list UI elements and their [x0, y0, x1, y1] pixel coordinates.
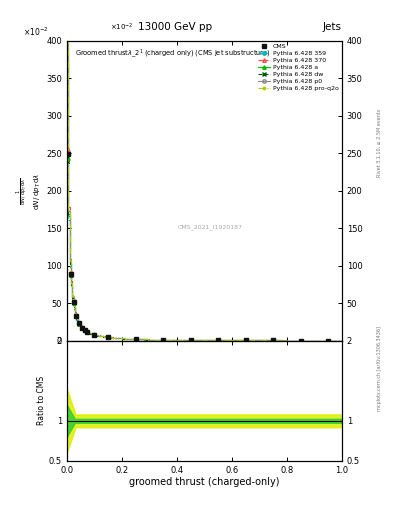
- Text: mcplots.cern.ch [arXiv:1306.3436]: mcplots.cern.ch [arXiv:1306.3436]: [377, 326, 382, 411]
- Y-axis label: Ratio to CMS: Ratio to CMS: [37, 376, 46, 425]
- Text: $\times 10^{-2}$: $\times 10^{-2}$: [110, 22, 134, 33]
- Legend: CMS, Pythia 6.428 359, Pythia 6.428 370, Pythia 6.428 a, Pythia 6.428 dw, Pythia: CMS, Pythia 6.428 359, Pythia 6.428 370,…: [257, 43, 340, 92]
- Text: Jets: Jets: [323, 22, 342, 32]
- Text: $\times 10^{-2}$: $\times 10^{-2}$: [23, 26, 48, 38]
- Text: 13000 GeV pp: 13000 GeV pp: [138, 22, 212, 32]
- X-axis label: groomed thrust (charged-only): groomed thrust (charged-only): [129, 477, 279, 487]
- Text: CMS_2021_I1920187: CMS_2021_I1920187: [177, 224, 242, 230]
- Text: Groomed thrust$\lambda\_2^1$ (charged only) (CMS jet substructure): Groomed thrust$\lambda\_2^1$ (charged on…: [75, 47, 271, 60]
- Text: Rivet 3.1.10, ≥ 2.5M events: Rivet 3.1.10, ≥ 2.5M events: [377, 109, 382, 178]
- Y-axis label: $\frac{1}{\mathrm{d}N\,/\,\mathrm{d}p_T\,\mathrm{d}\lambda}$
$\mathrm{d}N\,/\,\m: $\frac{1}{\mathrm{d}N\,/\,\mathrm{d}p_T\…: [14, 172, 43, 209]
